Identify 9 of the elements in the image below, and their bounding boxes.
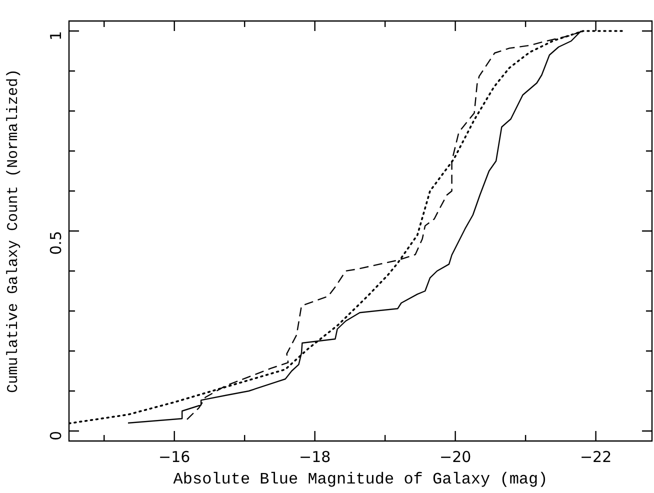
y-tick-label: 0.5 xyxy=(46,231,65,255)
x-tick-label: −18 xyxy=(299,448,331,466)
y-tick-label: 0 xyxy=(46,431,65,441)
x-tick-label: −22 xyxy=(580,448,612,466)
y-axis-title: Cumulative Galaxy Count (Normalized) xyxy=(4,68,22,394)
x-axis-title: Absolute Blue Magnitude of Galaxy (mag) xyxy=(173,470,548,489)
y-tick-label: 1 xyxy=(46,31,65,41)
x-tick-label: −20 xyxy=(439,448,472,466)
x-tick-label: −16 xyxy=(158,448,190,466)
